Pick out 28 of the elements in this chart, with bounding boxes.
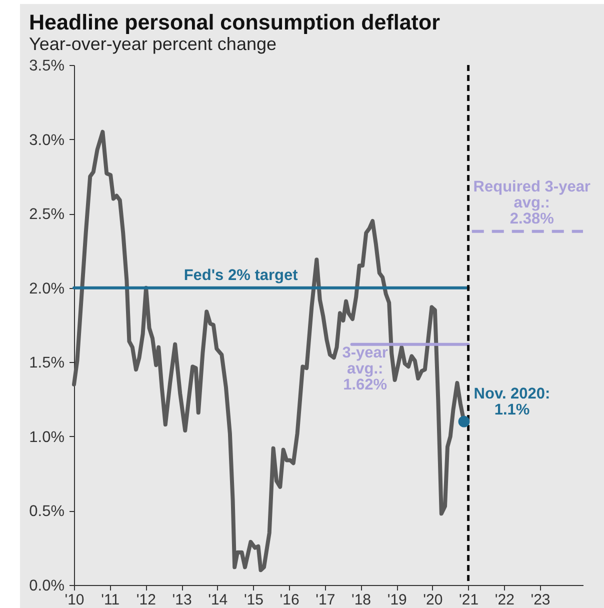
x-tick-label: '17: [316, 592, 336, 608]
chart-subtitle: Year-over-year percent change: [29, 34, 276, 54]
x-tick-label: '21: [459, 592, 479, 608]
x-tick-label: '13: [172, 592, 192, 608]
chart-title: Headline personal consumption deflator: [29, 10, 441, 34]
x-tick-label: '20: [423, 592, 443, 608]
y-tick-label: 2.0%: [29, 280, 65, 298]
y-tick-label: 0.0%: [29, 578, 65, 594]
x-tick-label: '23: [530, 592, 550, 608]
x-tick-label: '11: [101, 592, 120, 608]
y-tick-label: 2.5%: [29, 206, 65, 224]
y-tick-label: 3.5%: [29, 58, 65, 74]
x-tick-label: '15: [244, 592, 264, 608]
series-label: 3-year avg.: 1.62%: [342, 344, 388, 394]
y-tick-label: 3.0%: [29, 132, 65, 149]
series-label: Required 3-year avg.: 2.38%: [473, 178, 590, 228]
y-tick-label: 0.5%: [29, 503, 65, 520]
series-label: Fed's 2% target: [184, 266, 298, 284]
x-tick-label: '19: [387, 592, 407, 608]
x-tick-label: '12: [136, 592, 156, 608]
x-tick-label: '18: [351, 592, 372, 608]
y-tick-label: 1.0%: [29, 428, 65, 446]
x-tick-label: '22: [494, 592, 514, 608]
annotation: Nov. 2020: 1.1%: [474, 386, 550, 419]
x-tick-label: '16: [280, 592, 300, 608]
x-tick-label: '10: [64, 592, 84, 608]
y-tick-label: 1.5%: [29, 354, 65, 372]
x-tick-label: '14: [208, 592, 228, 608]
